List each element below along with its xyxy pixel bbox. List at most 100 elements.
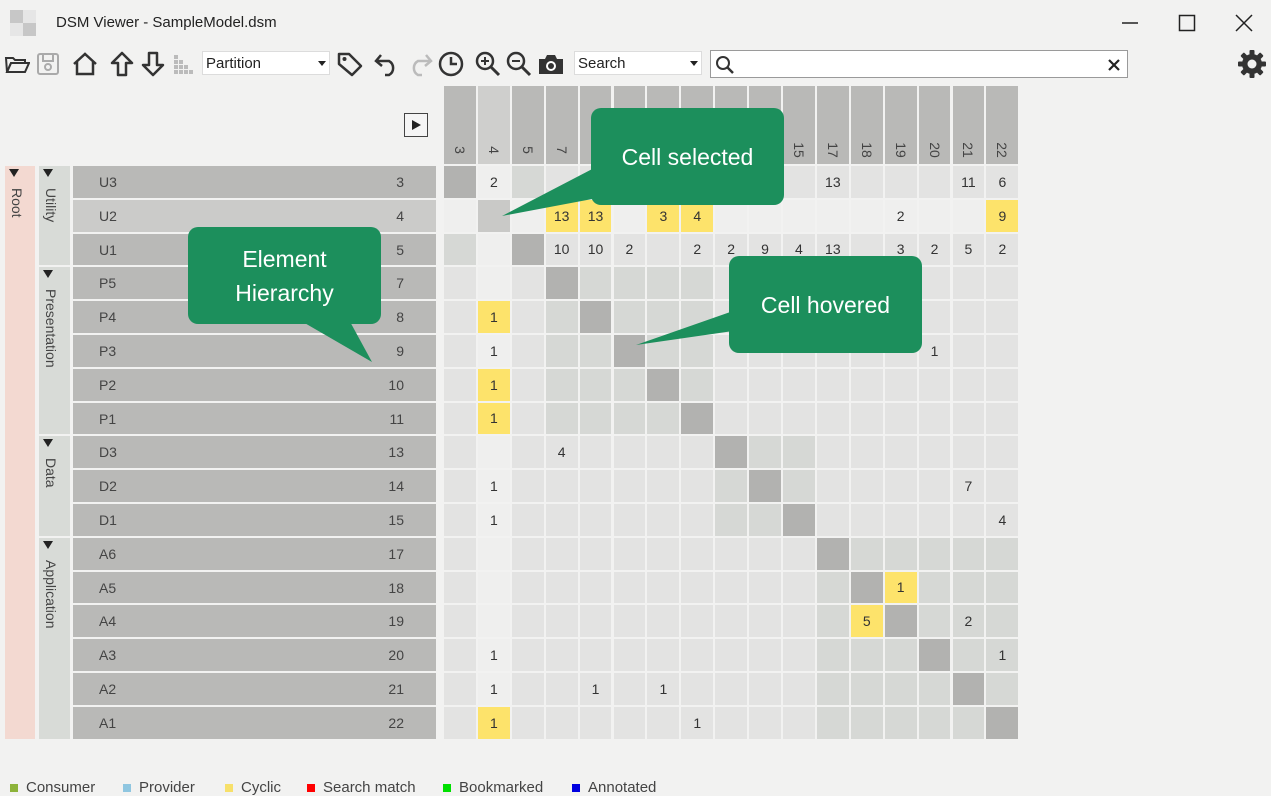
matrix-cell[interactable] <box>952 301 985 333</box>
matrix-cell[interactable] <box>681 639 714 671</box>
matrix-cell[interactable]: 6 <box>986 166 1019 198</box>
matrix-cell[interactable] <box>783 402 815 435</box>
matrix-cell[interactable] <box>579 571 612 604</box>
matrix-cell[interactable] <box>918 402 951 435</box>
column-header[interactable]: 21 <box>952 86 985 164</box>
matrix-cell[interactable] <box>613 706 646 739</box>
matrix-cell[interactable] <box>613 504 646 536</box>
matrix-cell[interactable] <box>918 199 951 232</box>
matrix-cell[interactable] <box>884 605 917 638</box>
matrix-cell[interactable] <box>986 571 1019 604</box>
matrix-cell[interactable] <box>511 368 544 401</box>
element-row[interactable]: A5 18 <box>73 571 436 604</box>
matrix-cell[interactable] <box>511 436 544 469</box>
matrix-cell[interactable] <box>613 436 646 469</box>
matrix-cell[interactable] <box>681 267 714 300</box>
matrix-cell[interactable]: 10 <box>579 233 612 266</box>
element-row[interactable]: P3 9 <box>73 335 436 367</box>
matrix-cell[interactable]: 1 <box>918 335 951 367</box>
matrix-cell[interactable] <box>545 504 578 536</box>
matrix-cell[interactable] <box>444 470 476 502</box>
matrix-cell[interactable] <box>545 368 578 401</box>
matrix-cell[interactable] <box>681 571 714 604</box>
matrix-cell[interactable] <box>749 402 781 435</box>
minimize-button[interactable] <box>1113 7 1147 39</box>
matrix-cell[interactable] <box>647 504 680 536</box>
matrix-cell[interactable] <box>850 639 883 671</box>
matrix-cell[interactable] <box>952 335 985 367</box>
matrix-cell[interactable]: 1 <box>477 301 510 333</box>
matrix-cell[interactable] <box>715 470 748 502</box>
matrix-cell[interactable] <box>749 571 781 604</box>
matrix-cell[interactable] <box>884 436 917 469</box>
matrix-cell[interactable]: 1 <box>477 504 510 536</box>
matrix-cell[interactable] <box>816 706 849 739</box>
matrix-cell[interactable]: 1 <box>477 673 510 705</box>
matrix-cell[interactable]: 11 <box>952 166 985 198</box>
history-clock-icon[interactable] <box>436 48 466 80</box>
element-row[interactable]: U3 3 <box>73 166 436 198</box>
matrix-cell[interactable] <box>477 537 510 570</box>
matrix-cell[interactable] <box>545 402 578 435</box>
matrix-cell[interactable] <box>783 706 815 739</box>
element-row[interactable]: A1 22 <box>73 706 436 739</box>
move-up-icon[interactable] <box>108 48 136 80</box>
column-header[interactable]: 18 <box>850 86 883 164</box>
matrix-cell[interactable] <box>884 402 917 435</box>
matrix-cell[interactable] <box>986 368 1019 401</box>
matrix-cell[interactable] <box>511 571 544 604</box>
column-header[interactable]: 3 <box>444 86 476 164</box>
column-header[interactable]: 19 <box>884 86 917 164</box>
matrix-cell[interactable] <box>850 537 883 570</box>
matrix-cell[interactable]: 5 <box>952 233 985 266</box>
matrix-cell[interactable] <box>613 368 646 401</box>
matrix-cell[interactable] <box>681 605 714 638</box>
matrix-cell[interactable] <box>884 368 917 401</box>
matrix-cell[interactable] <box>715 639 748 671</box>
matrix-cell[interactable] <box>511 402 544 435</box>
matrix-cell[interactable] <box>715 402 748 435</box>
element-row[interactable]: P1 11 <box>73 402 436 435</box>
matrix-cell[interactable] <box>952 673 985 705</box>
matrix-cell[interactable] <box>918 368 951 401</box>
matrix-cell[interactable] <box>647 571 680 604</box>
matrix-cell[interactable] <box>783 537 815 570</box>
matrix-cell[interactable] <box>613 605 646 638</box>
hierarchy-group[interactable]: Data <box>39 436 70 536</box>
collapse-triangle-icon[interactable] <box>9 169 19 177</box>
matrix-cell[interactable] <box>749 537 781 570</box>
matrix-cell[interactable]: 2 <box>986 233 1019 266</box>
matrix-cell[interactable]: 5 <box>850 605 883 638</box>
matrix-cell[interactable] <box>783 436 815 469</box>
matrix-cell[interactable] <box>444 199 476 232</box>
matrix-cell[interactable] <box>952 571 985 604</box>
search-box[interactable] <box>710 50 1128 78</box>
matrix-cell[interactable] <box>749 470 781 502</box>
matrix-cell[interactable] <box>681 436 714 469</box>
move-down-icon[interactable] <box>139 48 167 80</box>
element-row[interactable]: D1 15 <box>73 504 436 536</box>
matrix-cell[interactable] <box>477 605 510 638</box>
matrix-cell[interactable] <box>816 199 849 232</box>
matrix-cell[interactable] <box>715 605 748 638</box>
matrix-cell[interactable] <box>681 504 714 536</box>
search-input[interactable] <box>739 54 1093 76</box>
collapse-triangle-icon[interactable] <box>43 540 53 549</box>
redo-icon[interactable] <box>405 48 435 80</box>
matrix-cell[interactable] <box>681 537 714 570</box>
matrix-cell[interactable] <box>816 639 849 671</box>
matrix-cell[interactable] <box>918 470 951 502</box>
matrix-cell[interactable] <box>444 673 476 705</box>
matrix-cell[interactable] <box>477 267 510 300</box>
matrix-cell[interactable]: 1 <box>477 402 510 435</box>
partition-icon[interactable] <box>170 48 198 80</box>
matrix-cell[interactable] <box>783 199 815 232</box>
matrix-cell[interactable] <box>511 233 544 266</box>
matrix-cell[interactable] <box>715 673 748 705</box>
matrix-cell[interactable] <box>545 706 578 739</box>
element-row[interactable]: P2 10 <box>73 368 436 401</box>
matrix-cell[interactable] <box>952 537 985 570</box>
matrix-cell[interactable]: 2 <box>477 166 510 198</box>
matrix-cell[interactable] <box>715 537 748 570</box>
column-header[interactable]: 20 <box>918 86 951 164</box>
